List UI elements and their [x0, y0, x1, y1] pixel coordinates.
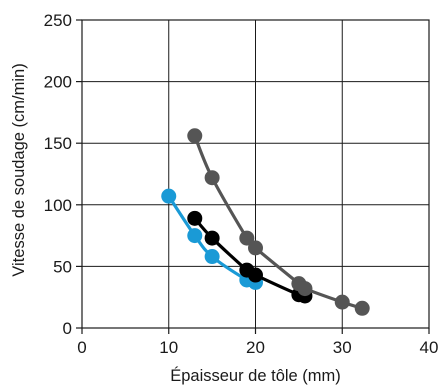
y-tick-label: 250	[44, 11, 72, 30]
series-3	[187, 128, 370, 316]
x-axis-ticks: 0 10 20 30 40	[77, 328, 438, 357]
data-point	[248, 240, 263, 256]
x-tick-label: 20	[246, 338, 265, 357]
data-point	[239, 230, 255, 246]
data-point	[187, 128, 203, 144]
data-point	[161, 188, 177, 204]
y-tick-label: 150	[44, 134, 72, 153]
data-point	[204, 170, 220, 186]
x-tick-label: 30	[333, 338, 352, 357]
y-tick-label: 50	[53, 257, 72, 276]
grid	[82, 20, 429, 328]
y-tick-label: 100	[44, 196, 72, 215]
data-point	[204, 249, 220, 265]
data-point	[354, 300, 370, 316]
y-tick-label: 200	[44, 73, 72, 92]
y-axis-ticks: 0 50 100 150 200 250	[44, 11, 82, 338]
data-point	[297, 281, 313, 297]
data-point	[334, 294, 350, 310]
y-tick-label: 0	[63, 319, 72, 338]
series-line	[193, 134, 364, 310]
data-point	[248, 267, 263, 283]
data-point	[187, 210, 203, 226]
x-axis-title: Épaisseur de tôle (mm)	[170, 366, 341, 385]
x-tick-label: 10	[159, 338, 178, 357]
data-point	[187, 228, 203, 244]
series-group	[161, 128, 370, 316]
x-tick-label: 40	[420, 338, 439, 357]
y-axis-title: Vitesse de soudage (cm/min)	[10, 63, 28, 276]
data-point	[204, 230, 220, 246]
x-tick-label: 0	[77, 338, 86, 357]
